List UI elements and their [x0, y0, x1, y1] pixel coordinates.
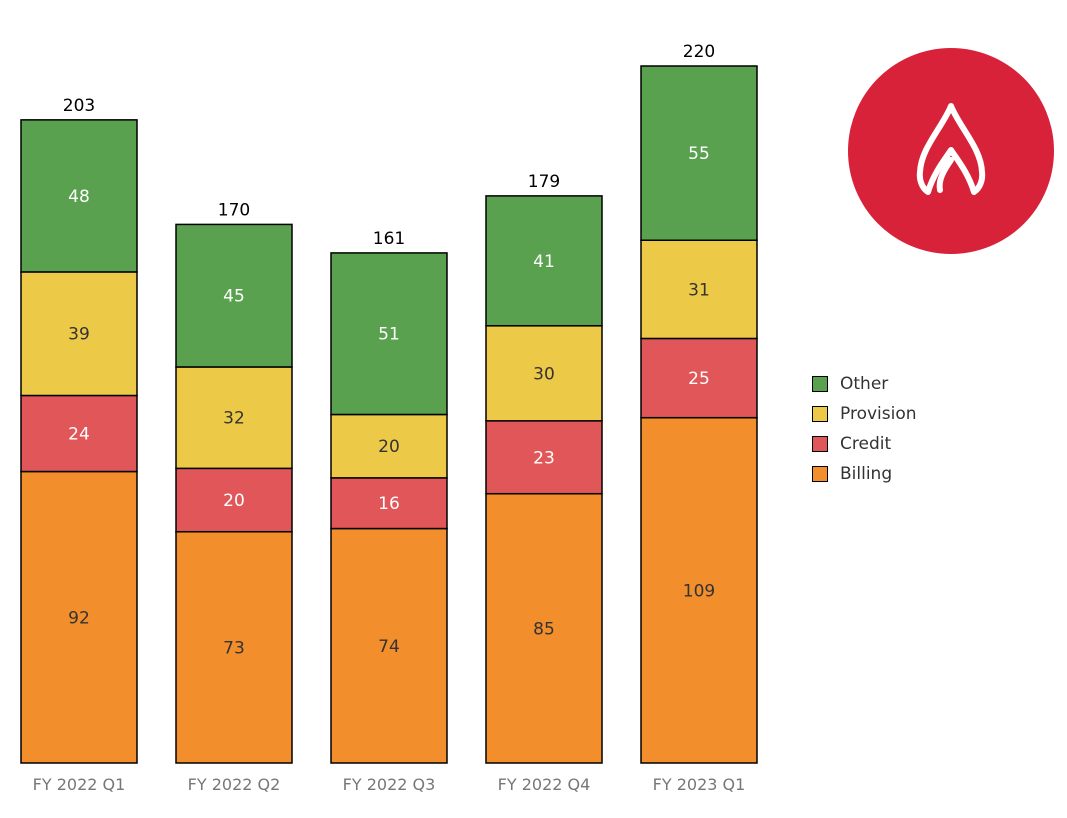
bar-segment-provision [485, 325, 603, 422]
data-label-billing: 109 [683, 581, 715, 601]
bar-segment-other [20, 119, 138, 273]
legend-item-provision: Provision [812, 399, 917, 429]
total-label: 161 [373, 229, 405, 249]
legend-item-other: Other [812, 369, 917, 399]
data-label-other: 51 [378, 325, 400, 345]
x-tick-label: FY 2023 Q1 [653, 775, 746, 794]
data-label-provision: 30 [533, 364, 555, 384]
legend-item-billing: Billing [812, 459, 917, 489]
data-label-other: 55 [688, 144, 710, 164]
data-label-credit: 25 [688, 369, 710, 389]
bar-segment-provision [175, 366, 293, 470]
bar-segment-billing [20, 470, 138, 764]
legend-label: Billing [840, 464, 893, 484]
total-label: 203 [63, 96, 95, 116]
bar-segment-billing [175, 530, 293, 764]
bar-segment-provision [20, 271, 138, 397]
legend-label: Credit [840, 434, 892, 454]
bar-segment-other [485, 195, 603, 327]
data-label-billing: 92 [68, 608, 90, 628]
bar-segment-credit [175, 467, 293, 533]
data-label-other: 41 [533, 252, 555, 272]
data-label-credit: 24 [68, 425, 90, 445]
legend-swatch [812, 376, 828, 392]
data-label-credit: 23 [533, 448, 555, 468]
data-label-other: 48 [68, 187, 90, 207]
bar-segment-billing [640, 416, 758, 764]
data-label-provision: 31 [688, 280, 710, 300]
bar-segment-credit [20, 394, 138, 473]
x-tick-label: FY 2022 Q3 [343, 775, 436, 794]
x-tick-label: FY 2022 Q2 [188, 775, 281, 794]
data-label-credit: 20 [223, 491, 245, 511]
data-label-provision: 32 [223, 409, 245, 429]
data-label-billing: 74 [378, 637, 400, 657]
total-label: 170 [218, 200, 250, 220]
data-label-provision: 39 [68, 325, 90, 345]
data-label-billing: 73 [223, 638, 245, 658]
total-label: 220 [683, 42, 715, 62]
legend: Other Provision Credit Billing [812, 369, 917, 489]
total-label: 179 [528, 172, 560, 192]
legend-label: Provision [840, 404, 917, 424]
bar-segment-other [640, 65, 758, 241]
x-tick-label: FY 2022 Q1 [33, 775, 126, 794]
flame-badge [848, 48, 1054, 254]
bar-segment-provision [640, 239, 758, 340]
flame-icon [916, 103, 986, 195]
legend-swatch [812, 436, 828, 452]
bar-segment-other [175, 223, 293, 368]
data-label-billing: 85 [533, 619, 555, 639]
data-label-provision: 20 [378, 437, 400, 457]
data-label-other: 45 [223, 287, 245, 307]
data-label-credit: 16 [378, 494, 400, 514]
legend-swatch [812, 466, 828, 482]
bar-segment-provision [330, 413, 448, 479]
bar-segment-billing [330, 527, 448, 764]
bar-segment-billing [485, 492, 603, 764]
x-tick-label: FY 2022 Q4 [498, 775, 591, 794]
legend-item-credit: Credit [812, 429, 917, 459]
bar-segment-credit [330, 477, 448, 530]
legend-swatch [812, 406, 828, 422]
legend-label: Other [840, 374, 889, 394]
bar-segment-other [330, 252, 448, 416]
